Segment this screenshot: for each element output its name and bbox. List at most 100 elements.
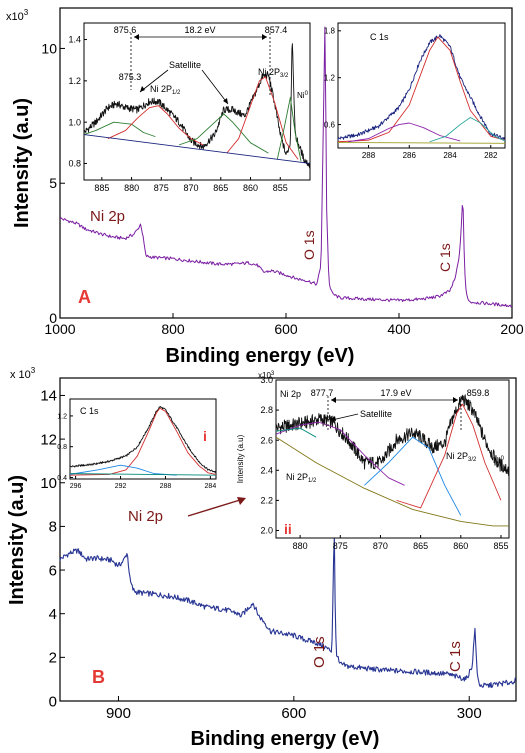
inset-a-ni2p-frame bbox=[83, 22, 311, 181]
inset-b-ni2p-peak-859-8: 859.8 bbox=[467, 388, 490, 398]
inset-a-ni2p-series-0 bbox=[83, 43, 311, 169]
panel-a-x-tick-label-4: 200 bbox=[500, 321, 524, 337]
panel-b-y-tick-label-5: 10 bbox=[40, 475, 57, 492]
inset-b-c1s-title: C 1s bbox=[80, 406, 99, 416]
panel-a-ticks: 1000 800 600 400 200 0 5 10 bbox=[41, 40, 523, 337]
panel-a-series-0 bbox=[59, 26, 513, 308]
panel-a-o1s-label: O 1s bbox=[301, 230, 317, 260]
inset-b-ni2p-satellite-arrow bbox=[331, 413, 359, 421]
panel-a-x-axis-label: Binding energy (eV) bbox=[166, 345, 355, 367]
inset-a-ni2p-series-5 bbox=[276, 96, 302, 162]
panel-a-series bbox=[59, 26, 513, 308]
panel-a-x-tick-label-3: 400 bbox=[387, 321, 411, 337]
inset-a-ni2p-peak-875-3: 875.3 bbox=[119, 72, 142, 82]
inset-a-c1s-y-tick-label-0: 0.6 bbox=[324, 120, 336, 129]
inset-b-c1s: 296 292 288 284 0.4 0.8 1.2 C 1s i bbox=[57, 398, 217, 490]
inset-a-c1s-y-tick-label-1: 1.2 bbox=[324, 73, 336, 82]
panel-b-y-multiplier: x 103 bbox=[10, 366, 36, 381]
inset-b-ni2p-x-tick-label-3: 865 bbox=[413, 541, 428, 551]
inset-a-ni2p-peak-857-4: 857.4 bbox=[265, 25, 288, 35]
inset-b-ni2p-y-tick-label-3: 2.6 bbox=[260, 435, 273, 445]
inset-a-c1s-x-tick-label-2: 284 bbox=[443, 151, 457, 160]
panel-b-y-tick-label-1: 2 bbox=[49, 650, 57, 667]
panel-a-x-tick-label-1: 800 bbox=[161, 321, 185, 337]
panel-b-c1s-label: C 1s bbox=[447, 641, 464, 672]
inset-a-c1s-series-1 bbox=[337, 36, 506, 143]
panel-a-ni2p-label: Ni 2p bbox=[90, 208, 125, 225]
inset-a-ni2p-label-1-2: Ni 2P1/2 bbox=[150, 84, 181, 96]
inset-a-c1s-series-2 bbox=[348, 122, 461, 143]
inset-a-ni2p-x-tick-label-6: 855 bbox=[273, 183, 288, 193]
panel-b-x-tick-label-1: 600 bbox=[281, 705, 306, 722]
panel-b-frame bbox=[59, 377, 517, 702]
panel-a-c1s-label: C 1s bbox=[437, 243, 453, 272]
panel-b-series-0 bbox=[59, 535, 517, 689]
inset-b-ni2p-x-tick-label-4: 860 bbox=[453, 541, 468, 551]
inset-b-ni2p-series-3 bbox=[396, 403, 502, 509]
panel-a-y-axis-label: Intensity (a.u) bbox=[11, 98, 33, 228]
inset-b-ni2p-label-1-2: Ni 2P1/2 bbox=[286, 472, 317, 484]
panel-b-ni2p-label: Ni 2p bbox=[128, 508, 163, 525]
panel-b-y-tick-label-0: 0 bbox=[49, 693, 57, 710]
panel-b-ticks: 900 600 300 0 2 4 6 8 10 12 14 bbox=[40, 388, 481, 722]
inset-b-c1s-series-0 bbox=[69, 406, 217, 473]
inset-b-ni2p-y-multiplier: x103 bbox=[258, 371, 275, 380]
inset-b-ni2p-series-5 bbox=[275, 436, 509, 527]
panel-b-ni2p-arrow bbox=[187, 499, 241, 517]
inset-a-ni2p-ticks: 885 880 875 870 865 860 855 0.8 1.0 1.2 1.4 bbox=[68, 35, 287, 193]
inset-a-c1s-series-4 bbox=[337, 142, 506, 144]
panel-b-y-tick-label-4: 8 bbox=[49, 519, 57, 536]
inset-a-ni2p-series-3 bbox=[179, 113, 269, 154]
inset-b-ni2p-x-tick-label-5: 855 bbox=[493, 541, 508, 551]
inset-a-c1s-series-0 bbox=[337, 34, 506, 141]
inset-b-ni2p: 880 875 870 865 860 855 2.0 2.2 2.4 2.6 2.8 3.0 x10… bbox=[236, 371, 510, 551]
inset-b-ni2p-satellite: Satellite bbox=[360, 409, 392, 419]
panel-b-x-tick-label-2: 300 bbox=[457, 705, 482, 722]
inset-a-ni2p-x-tick-label-4: 865 bbox=[213, 183, 228, 193]
panel-b-y-tick-label-7: 14 bbox=[40, 388, 57, 405]
panel-b: 900 600 300 0 2 4 6 8 10 12 14 x 103 Intensity (a.… bbox=[6, 366, 517, 750]
inset-b-ni2p-y-tick-label-1: 2.2 bbox=[260, 496, 273, 506]
inset-b-ni2p-ticks: 880 875 870 865 860 855 2.0 2.2 2.4 2.6 2.8 3.0 bbox=[260, 375, 508, 551]
inset-a-ni2p-satellite-arrows bbox=[139, 69, 229, 105]
inset-b-ni2p-title: Ni 2p bbox=[280, 389, 301, 399]
inset-a-ni2p-x-tick-label-5: 860 bbox=[243, 183, 258, 193]
inset-a-ni2p-gap-label: 18.2 eV bbox=[184, 25, 215, 35]
panel-b-x-tick-label-0: 900 bbox=[106, 705, 131, 722]
inset-b-ni2p-x-tick-label-1: 875 bbox=[333, 541, 348, 551]
inset-a-c1s-x-tick-label-0: 288 bbox=[362, 151, 376, 160]
inset-b-ni2p-series-0 bbox=[275, 394, 510, 476]
inset-a-ni2p-series-6 bbox=[83, 134, 311, 164]
panel-a-x-tick-label-2: 600 bbox=[274, 321, 298, 337]
inset-b-c1s-y-tick-label-2: 1.2 bbox=[57, 413, 67, 420]
inset-b-c1s-x-tick-label-0: 296 bbox=[70, 483, 82, 490]
inset-a-c1s-frame bbox=[337, 22, 506, 149]
inset-b-ni2p-series-1 bbox=[275, 421, 405, 486]
inset-b-c1s-x-tick-label-1: 292 bbox=[115, 483, 127, 490]
inset-a-ni2p-y-tick-label-0: 0.8 bbox=[68, 159, 81, 169]
inset-a-ni2p-y-tick-label-2: 1.2 bbox=[68, 76, 81, 86]
inset-b-ni2p-x-tick-label-0: 880 bbox=[293, 541, 308, 551]
inset-a-c1s-x-tick-label-1: 286 bbox=[403, 151, 417, 160]
inset-b-ni2p-y-tick-label-0: 2.0 bbox=[260, 526, 273, 536]
panel-a-x-tick-label-0: 1000 bbox=[44, 321, 75, 337]
inset-a-ni2p-y-tick-label-3: 1.4 bbox=[68, 35, 81, 45]
inset-b-ni2p-ni0: Ni0 bbox=[493, 456, 505, 465]
inset-b-ni2p-label-3-2: Ni 2P3/2 bbox=[446, 451, 477, 463]
inset-b-ni2p-y-tick-label-4: 2.8 bbox=[260, 405, 273, 415]
panel-b-y-tick-label-2: 4 bbox=[49, 606, 57, 623]
inset-a-ni2p-x-tick-label-0: 885 bbox=[94, 183, 109, 193]
inset-b-ni2p-y-tick-label-5: 3.0 bbox=[260, 375, 273, 385]
panel-a-y-tick-label-0: 0 bbox=[49, 310, 57, 326]
panel-a-letter: A bbox=[78, 287, 91, 307]
panel-b-y-axis-label: Intensity (a.u) bbox=[6, 475, 28, 605]
inset-b-c1s-roman: i bbox=[203, 428, 207, 444]
inset-a-ni2p-x-tick-label-1: 880 bbox=[124, 183, 139, 193]
inset-a-ni2p-ni0: Ni0 bbox=[297, 91, 309, 100]
inset-b-c1s-frame bbox=[69, 398, 217, 480]
inset-b-c1s-series-2 bbox=[69, 464, 177, 476]
panel-b-o1s-label: O 1s bbox=[311, 636, 328, 668]
inset-b-c1s-series-1 bbox=[69, 407, 217, 476]
inset-a-ni2p-x-tick-label-3: 870 bbox=[184, 183, 199, 193]
inset-b-ni2p-roman: ii bbox=[284, 521, 292, 537]
